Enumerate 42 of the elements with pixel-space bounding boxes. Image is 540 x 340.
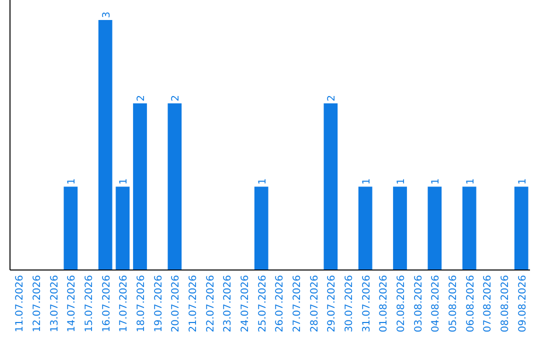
- x-tick-label: 29.07.2026: [326, 275, 338, 332]
- x-tick-label: 18.07.2026: [136, 275, 147, 332]
- x-tick-label: 08.08.2026: [500, 275, 511, 332]
- x-tick-label: 07.08.2026: [482, 275, 494, 332]
- x-tick-label: 20.07.2026: [170, 275, 182, 332]
- data-label: 1: [430, 178, 442, 185]
- data-label: 1: [257, 178, 268, 185]
- data-label: 1: [118, 178, 130, 185]
- x-tick-label: 26.07.2026: [274, 275, 286, 332]
- x-tick-label: 21.07.2026: [188, 275, 199, 332]
- x-tick-label: 25.07.2026: [257, 275, 268, 332]
- x-tick-label: 30.07.2026: [344, 275, 355, 332]
- x-tick-label: 03.08.2026: [413, 275, 424, 332]
- x-tick-label: 14.07.2026: [66, 275, 78, 332]
- data-label: 1: [396, 178, 407, 185]
- data-label: 2: [326, 94, 338, 102]
- x-tick-label: 19.07.2026: [153, 275, 164, 332]
- data-label: 2: [170, 94, 182, 102]
- x-tick-label: 23.07.2026: [222, 275, 234, 332]
- x-tick-label: 13.07.2026: [49, 275, 60, 332]
- x-tick-label: 11.07.2026: [14, 275, 26, 332]
- data-label: 1: [361, 178, 372, 185]
- data-label: 3: [101, 12, 112, 18]
- x-tick-label: 12.07.2026: [32, 275, 43, 332]
- x-tick-label: 22.07.2026: [205, 275, 216, 332]
- x-tick-label: 24.07.2026: [240, 275, 251, 332]
- x-tick-label: 28.07.2026: [309, 275, 320, 332]
- x-tick-label: 17.07.2026: [118, 275, 130, 332]
- data-label: 1: [66, 178, 78, 185]
- data-label: 2: [136, 94, 147, 102]
- x-tick-label: 16.07.2026: [101, 275, 112, 332]
- x-tick-label: 27.07.2026: [292, 275, 303, 332]
- x-tick-label: 31.07.2026: [361, 275, 372, 332]
- x-tick-label: 06.08.2026: [465, 275, 476, 332]
- x-tick-label: 02.08.2026: [396, 275, 407, 332]
- x-tick-label: 15.07.2026: [84, 275, 95, 332]
- data-label: 1: [517, 178, 528, 185]
- data-label: 1: [465, 178, 476, 185]
- x-tick-label: 05.08.2026: [448, 275, 459, 332]
- x-tick-label: 01.08.2026: [378, 275, 390, 332]
- x-tick-label: 09.08.2026: [517, 275, 528, 332]
- x-tick-label: 04.08.2026: [430, 275, 442, 332]
